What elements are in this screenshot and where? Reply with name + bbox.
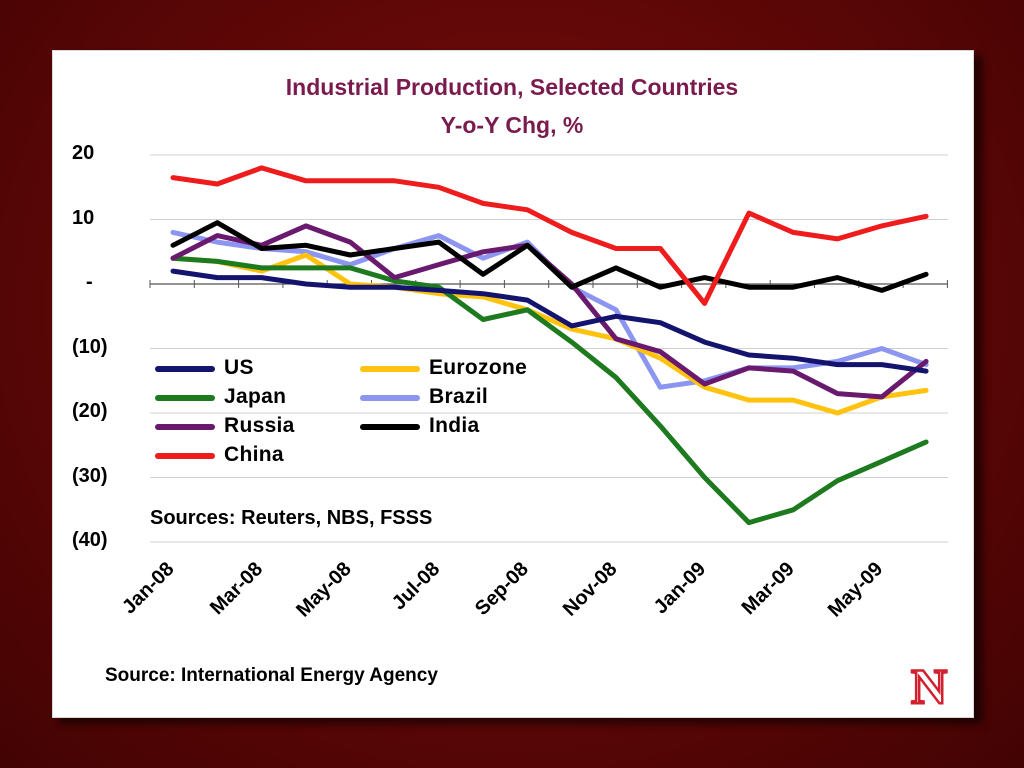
- y-tick-label: 10: [72, 207, 95, 229]
- y-tick-label: 20: [72, 142, 95, 164]
- footer-source: Source: International Energy Agency: [105, 665, 438, 686]
- legend-swatch-japan: [155, 395, 215, 401]
- x-tick-label: Mar-08: [206, 558, 267, 619]
- x-tick-label: May-08: [292, 558, 356, 622]
- y-tick-label: (30): [72, 465, 108, 487]
- x-tick-label: Jul-08: [388, 558, 444, 614]
- legend-swatch-us: [155, 366, 215, 372]
- series-line-brazil: [170, 229, 929, 390]
- legend-swatch-india: [360, 424, 420, 430]
- legend-swatch-brazil: [360, 395, 420, 401]
- logo-letter: N: [911, 660, 947, 708]
- series-line-china: [170, 165, 929, 306]
- x-tick-label: Jan-09: [650, 558, 710, 618]
- series-line-india: [170, 220, 929, 293]
- series-line-us: [170, 268, 929, 374]
- y-tick-label: (10): [72, 336, 108, 358]
- x-tick-label: Mar-09: [738, 558, 799, 619]
- y-tick-label: (40): [72, 529, 108, 551]
- x-tick-label: May-09: [824, 558, 888, 622]
- legend-label-china: China: [224, 443, 284, 466]
- x-tick-label: Jan-08: [118, 558, 178, 618]
- legend-swatch-eurozone: [360, 366, 420, 372]
- legend-swatch-china: [155, 453, 215, 459]
- chart-title: Industrial Production, Selected Countrie…: [285, 74, 739, 100]
- legend-swatch-russia: [155, 424, 215, 430]
- legend-label-india: India: [429, 414, 480, 437]
- y-tick-label: -: [86, 271, 93, 293]
- university-n-logo: N: [910, 660, 949, 708]
- legend-label-brazil: Brazil: [429, 385, 488, 408]
- legend-label-japan: Japan: [224, 385, 287, 408]
- legend-label-russia: Russia: [224, 414, 295, 437]
- chart-subtitle: Y-o-Y Chg, %: [440, 112, 584, 138]
- x-tick-label: Nov-08: [559, 558, 622, 621]
- y-tick-label: (20): [72, 400, 108, 422]
- series-line-eurozone: [170, 252, 929, 416]
- sources-note: Sources: Reuters, NBS, FSSS: [150, 507, 433, 529]
- series-line-japan: [170, 255, 929, 526]
- x-tick-labels: Jan-08 Mar-08 May-08 Jul-08 Sep-08 Nov-08 Jan-…: [118, 558, 887, 622]
- x-tick-label: Sep-08: [471, 558, 533, 620]
- legend-label-us: US: [224, 356, 254, 379]
- gridlines: [150, 154, 948, 543]
- series-lines: [170, 165, 929, 526]
- legend-label-eurozone: Eurozone: [429, 356, 528, 379]
